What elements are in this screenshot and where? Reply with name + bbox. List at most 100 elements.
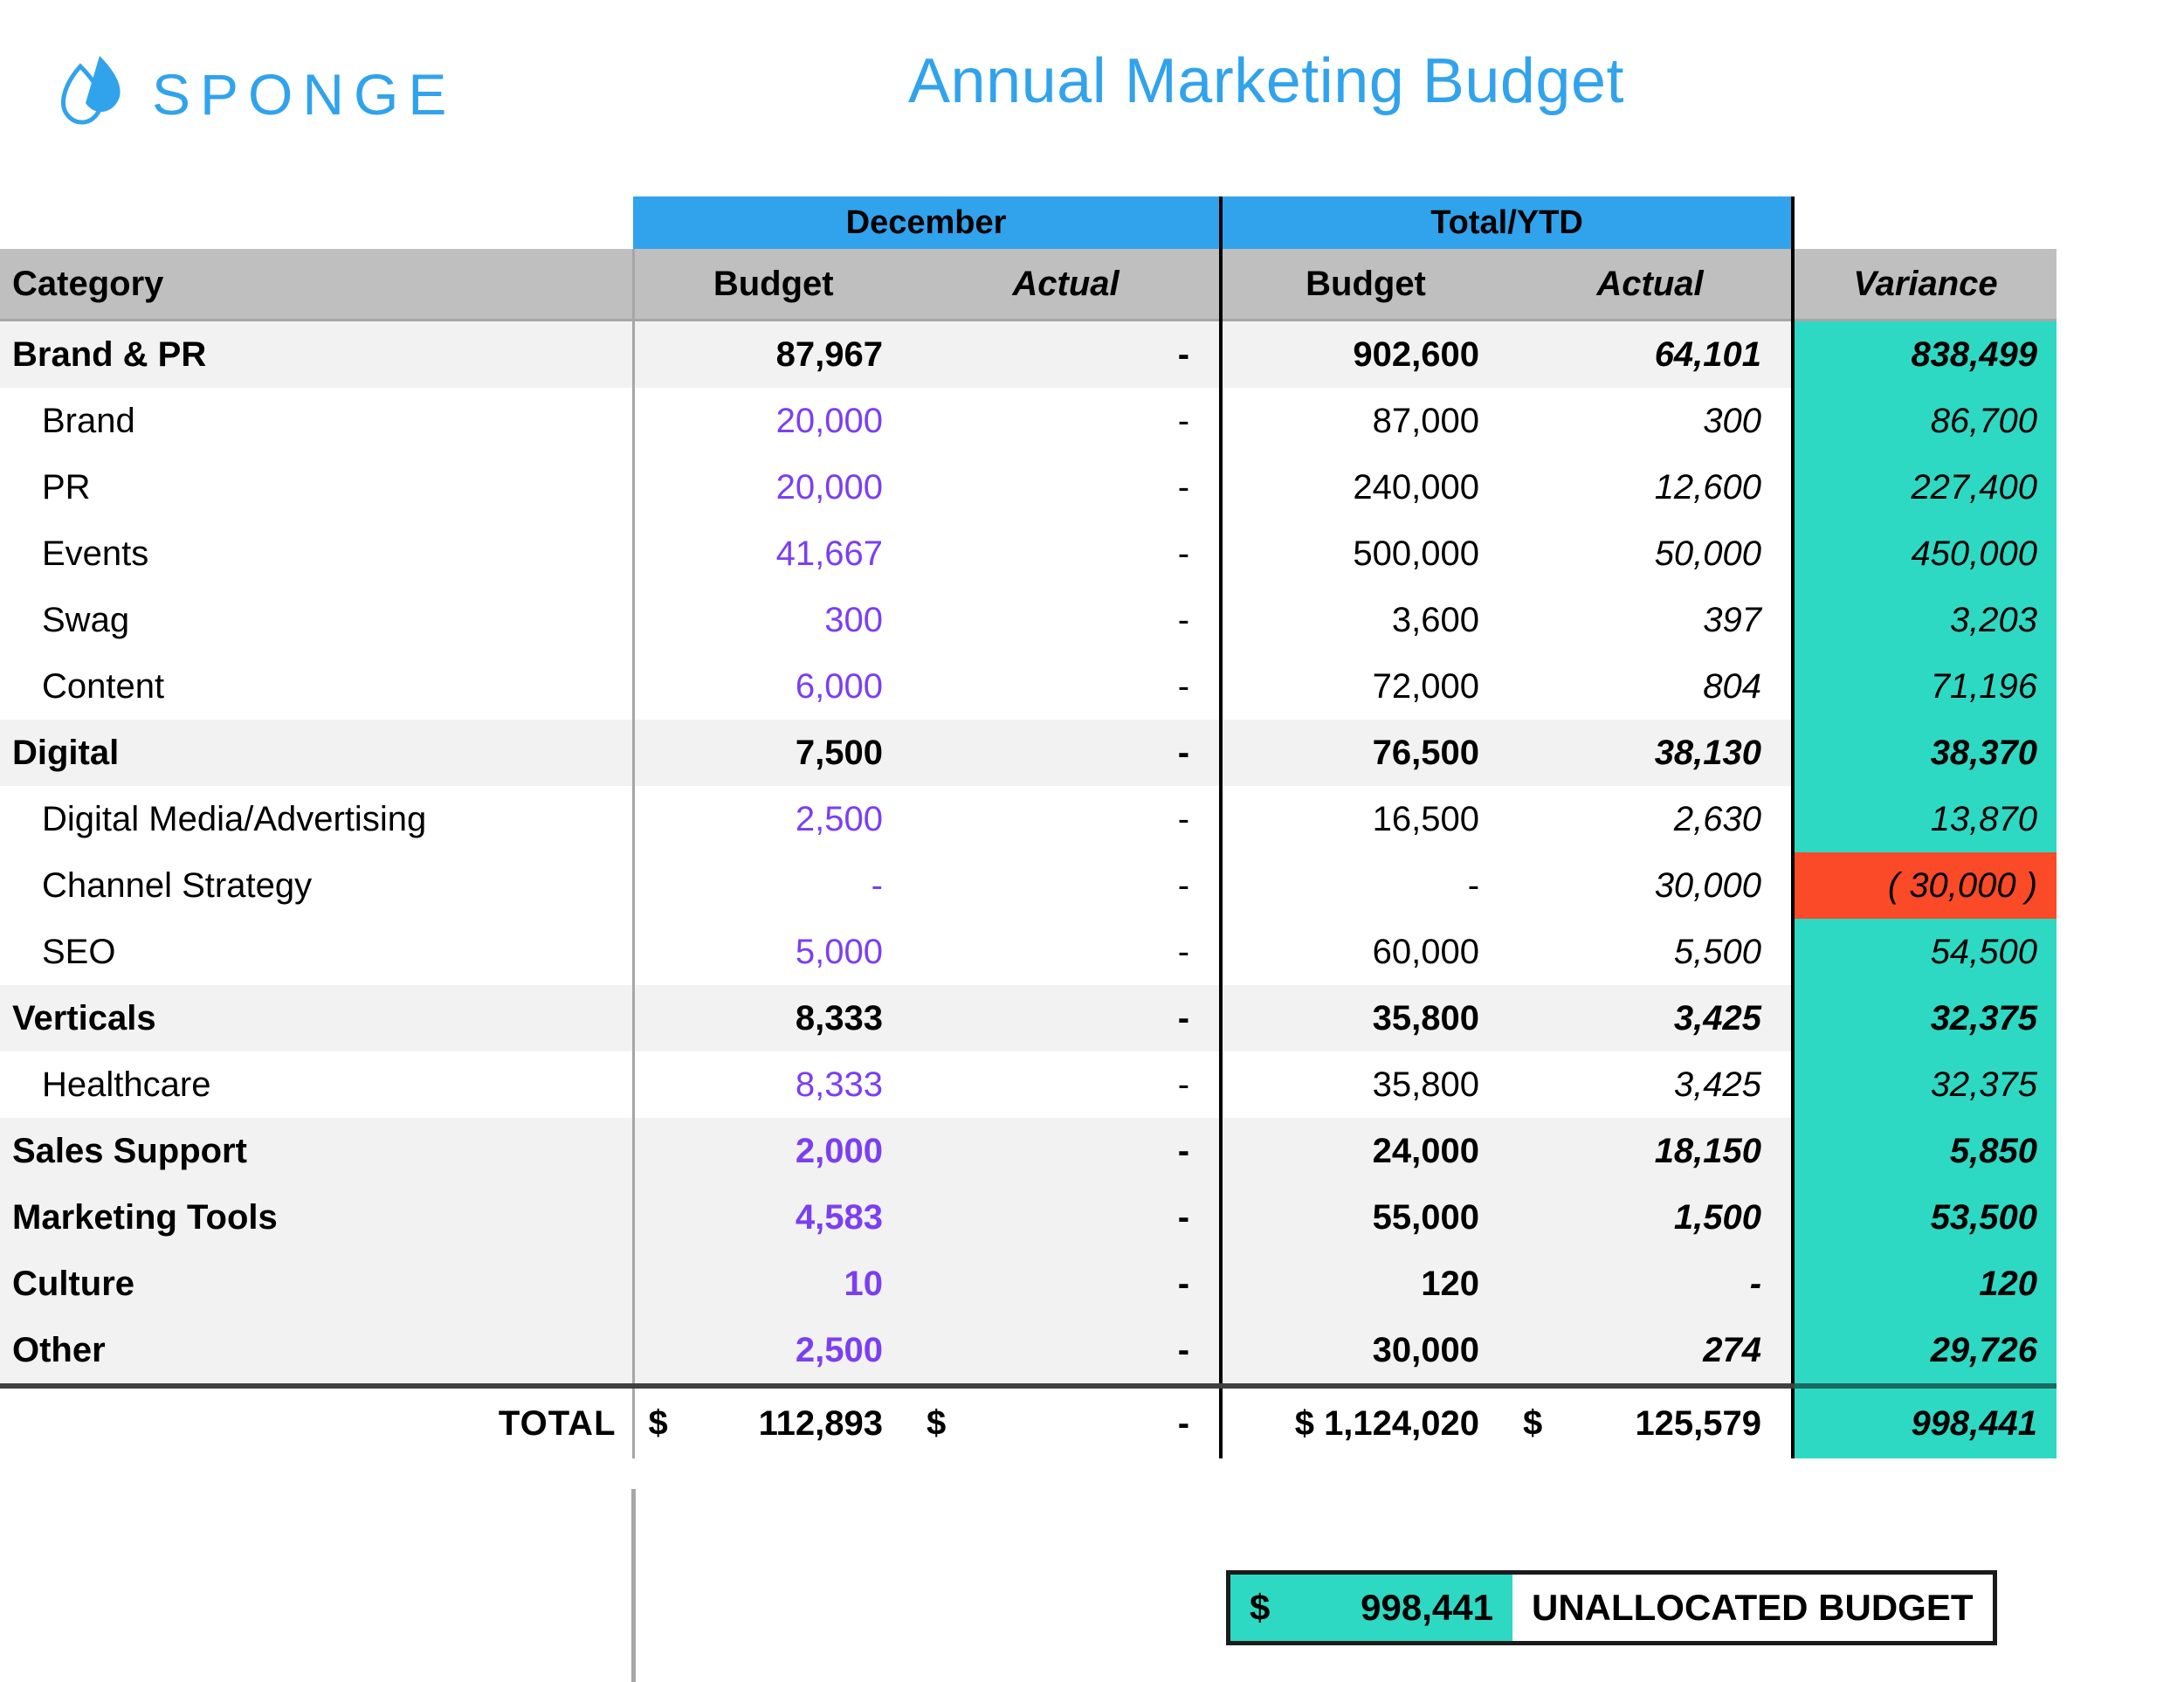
cell-ytd-budget: 24,000: [1219, 1118, 1510, 1184]
cell-variance: 838,499: [1793, 320, 2057, 388]
group-header-december: December: [633, 196, 1222, 249]
column-header-ytd-budget[interactable]: Budget: [1219, 249, 1510, 321]
cell-dec-actual: -: [913, 786, 1222, 852]
page-header: SPONGE Annual Marketing Budget: [0, 0, 2184, 196]
brand-wordmark: SPONGE: [152, 62, 457, 127]
row-label: Sales Support: [0, 1118, 633, 1184]
cell-variance: 5,850: [1793, 1118, 2057, 1184]
cell-ytd-budget: 30,000: [1219, 1317, 1510, 1386]
group-header-variance-blank: [1793, 196, 2057, 249]
cell-variance: 38,370: [1793, 720, 2057, 786]
unallocated-budget-box: $ 998,441 UNALLOCATED BUDGET: [1226, 1570, 1997, 1645]
table-row: Brand 20,000-87,000 300 86,700: [0, 388, 2057, 454]
cell-ytd-actual: 12,600: [1509, 454, 1795, 520]
cell-dec-actual: -: [913, 1184, 1222, 1251]
cell-ytd-actual: 18,150: [1509, 1118, 1795, 1184]
brand-logo: SPONGE: [54, 51, 456, 138]
total-row: TOTAL $ 112,893 $ - $ 1,124,020 $ 125,57…: [0, 1383, 2057, 1458]
cell-dec-actual: -: [913, 454, 1222, 520]
cell-variance: 3,203: [1793, 587, 2057, 653]
total-label: TOTAL: [0, 1383, 633, 1458]
total-ytd-budget-value: $ 1,124,020: [1294, 1403, 1480, 1443]
column-header-dec-budget[interactable]: Budget: [631, 249, 913, 321]
cell-dec-budget: 41,667: [631, 520, 913, 587]
cell-dec-budget: 10: [631, 1251, 913, 1317]
table-row: Sales Support 2,000-24,000 18,150 5,850: [0, 1118, 2057, 1184]
cell-variance: ( 30,000 ): [1793, 852, 2057, 919]
cell-variance: 71,196: [1793, 653, 2057, 720]
cell-ytd-budget: 500,000: [1219, 520, 1510, 587]
table-row: Digital 7,500-76,500 38,130 38,370: [0, 720, 2057, 786]
row-label: Brand & PR: [0, 320, 633, 388]
cell-ytd-budget: 16,500: [1219, 786, 1510, 852]
cell-ytd-budget: 240,000: [1219, 454, 1510, 520]
row-label: Swag: [0, 587, 633, 653]
cell-variance: 227,400: [1793, 454, 2057, 520]
cell-dec-budget: 4,583: [631, 1184, 913, 1251]
sponge-droplet-logo-icon: [61, 56, 121, 125]
total-dec-actual: $ -: [913, 1383, 1222, 1458]
row-label: Digital Media/Advertising: [0, 786, 633, 852]
cell-ytd-actual: 3,425: [1509, 985, 1795, 1051]
row-label: Events: [0, 520, 633, 587]
row-label: Content: [0, 653, 633, 720]
cell-ytd-actual: 804: [1509, 653, 1795, 720]
page-title: Annual Marketing Budget: [908, 46, 1625, 116]
cell-variance: 450,000: [1793, 520, 2057, 587]
cell-dec-budget: 2,500: [631, 1317, 913, 1386]
row-label: Marketing Tools: [0, 1184, 633, 1251]
table-row: Swag 300-3,600 397 3,203: [0, 587, 2057, 653]
cell-ytd-budget: 87,000: [1219, 388, 1510, 454]
currency-symbol: $: [1523, 1403, 1543, 1443]
cell-ytd-actual: 30,000: [1509, 852, 1795, 919]
cell-ytd-actual: 300: [1509, 388, 1795, 454]
cell-variance: 54,500: [1793, 919, 2057, 985]
cell-variance: 120: [1793, 1251, 2057, 1317]
column-header-category[interactable]: Category: [0, 249, 633, 321]
table-row: Digital Media/Advertising 2,500-16,500 2,6…: [0, 786, 2057, 852]
cell-variance: 86,700: [1793, 388, 2057, 454]
column-header-ytd-actual[interactable]: Actual: [1509, 249, 1795, 321]
table-row: Healthcare 8,333-35,800 3,425 32,375: [0, 1051, 2057, 1118]
cell-dec-actual: -: [913, 1251, 1222, 1317]
cell-ytd-budget: 35,800: [1219, 1051, 1510, 1118]
cell-ytd-actual: 3,425: [1509, 1051, 1795, 1118]
cell-variance: 32,375: [1793, 1051, 2057, 1118]
group-header-total-ytd: Total/YTD: [1219, 196, 1795, 249]
cell-dec-budget: 5,000: [631, 919, 913, 985]
table-row: Channel Strategy - - -30,000( 30,000 ): [0, 852, 2057, 919]
row-label: Other: [0, 1317, 633, 1386]
cell-ytd-budget: 35,800: [1219, 985, 1510, 1051]
column-header-row: Category Budget Actual Budget Actual Var…: [0, 249, 2057, 321]
cell-ytd-actual: 1,500: [1509, 1184, 1795, 1251]
unallocated-budget-amount: $ 998,441: [1230, 1575, 1512, 1641]
cell-dec-budget: 300: [631, 587, 913, 653]
cell-dec-budget: -: [631, 852, 913, 919]
cell-dec-actual: -: [913, 1317, 1222, 1386]
row-label: SEO: [0, 919, 633, 985]
cell-ytd-actual: 274: [1509, 1317, 1795, 1386]
cell-dec-budget: 2,000: [631, 1118, 913, 1184]
cell-dec-actual: -: [913, 985, 1222, 1051]
table-row: Verticals 8,333-35,800 3,425 32,375: [0, 985, 2057, 1051]
total-variance: 998,441: [1793, 1383, 2057, 1458]
table-row: Culture 10-120-120: [0, 1251, 2057, 1317]
unallocated-budget-label: UNALLOCATED BUDGET: [1532, 1587, 1974, 1628]
cell-variance: 13,870: [1793, 786, 2057, 852]
cell-ytd-budget: 902,600: [1219, 320, 1510, 388]
row-label: Culture: [0, 1251, 633, 1317]
cell-variance: 29,726: [1793, 1317, 2057, 1386]
group-header-category-blank: [0, 196, 633, 249]
total-ytd-actual-value: 125,579: [1635, 1403, 1762, 1443]
column-header-variance[interactable]: Variance: [1793, 249, 2057, 321]
column-header-dec-actual[interactable]: Actual: [913, 249, 1222, 321]
cell-dec-actual: -: [913, 320, 1222, 388]
cell-dec-actual: -: [913, 587, 1222, 653]
row-label: Channel Strategy: [0, 852, 633, 919]
cell-dec-budget: 6,000: [631, 653, 913, 720]
cell-ytd-actual: -: [1509, 1251, 1795, 1317]
cell-dec-actual: -: [913, 720, 1222, 786]
total-dec-budget-value: 112,893: [758, 1403, 883, 1443]
cell-ytd-budget: 3,600: [1219, 587, 1510, 653]
cell-dec-budget: 8,333: [631, 1051, 913, 1118]
